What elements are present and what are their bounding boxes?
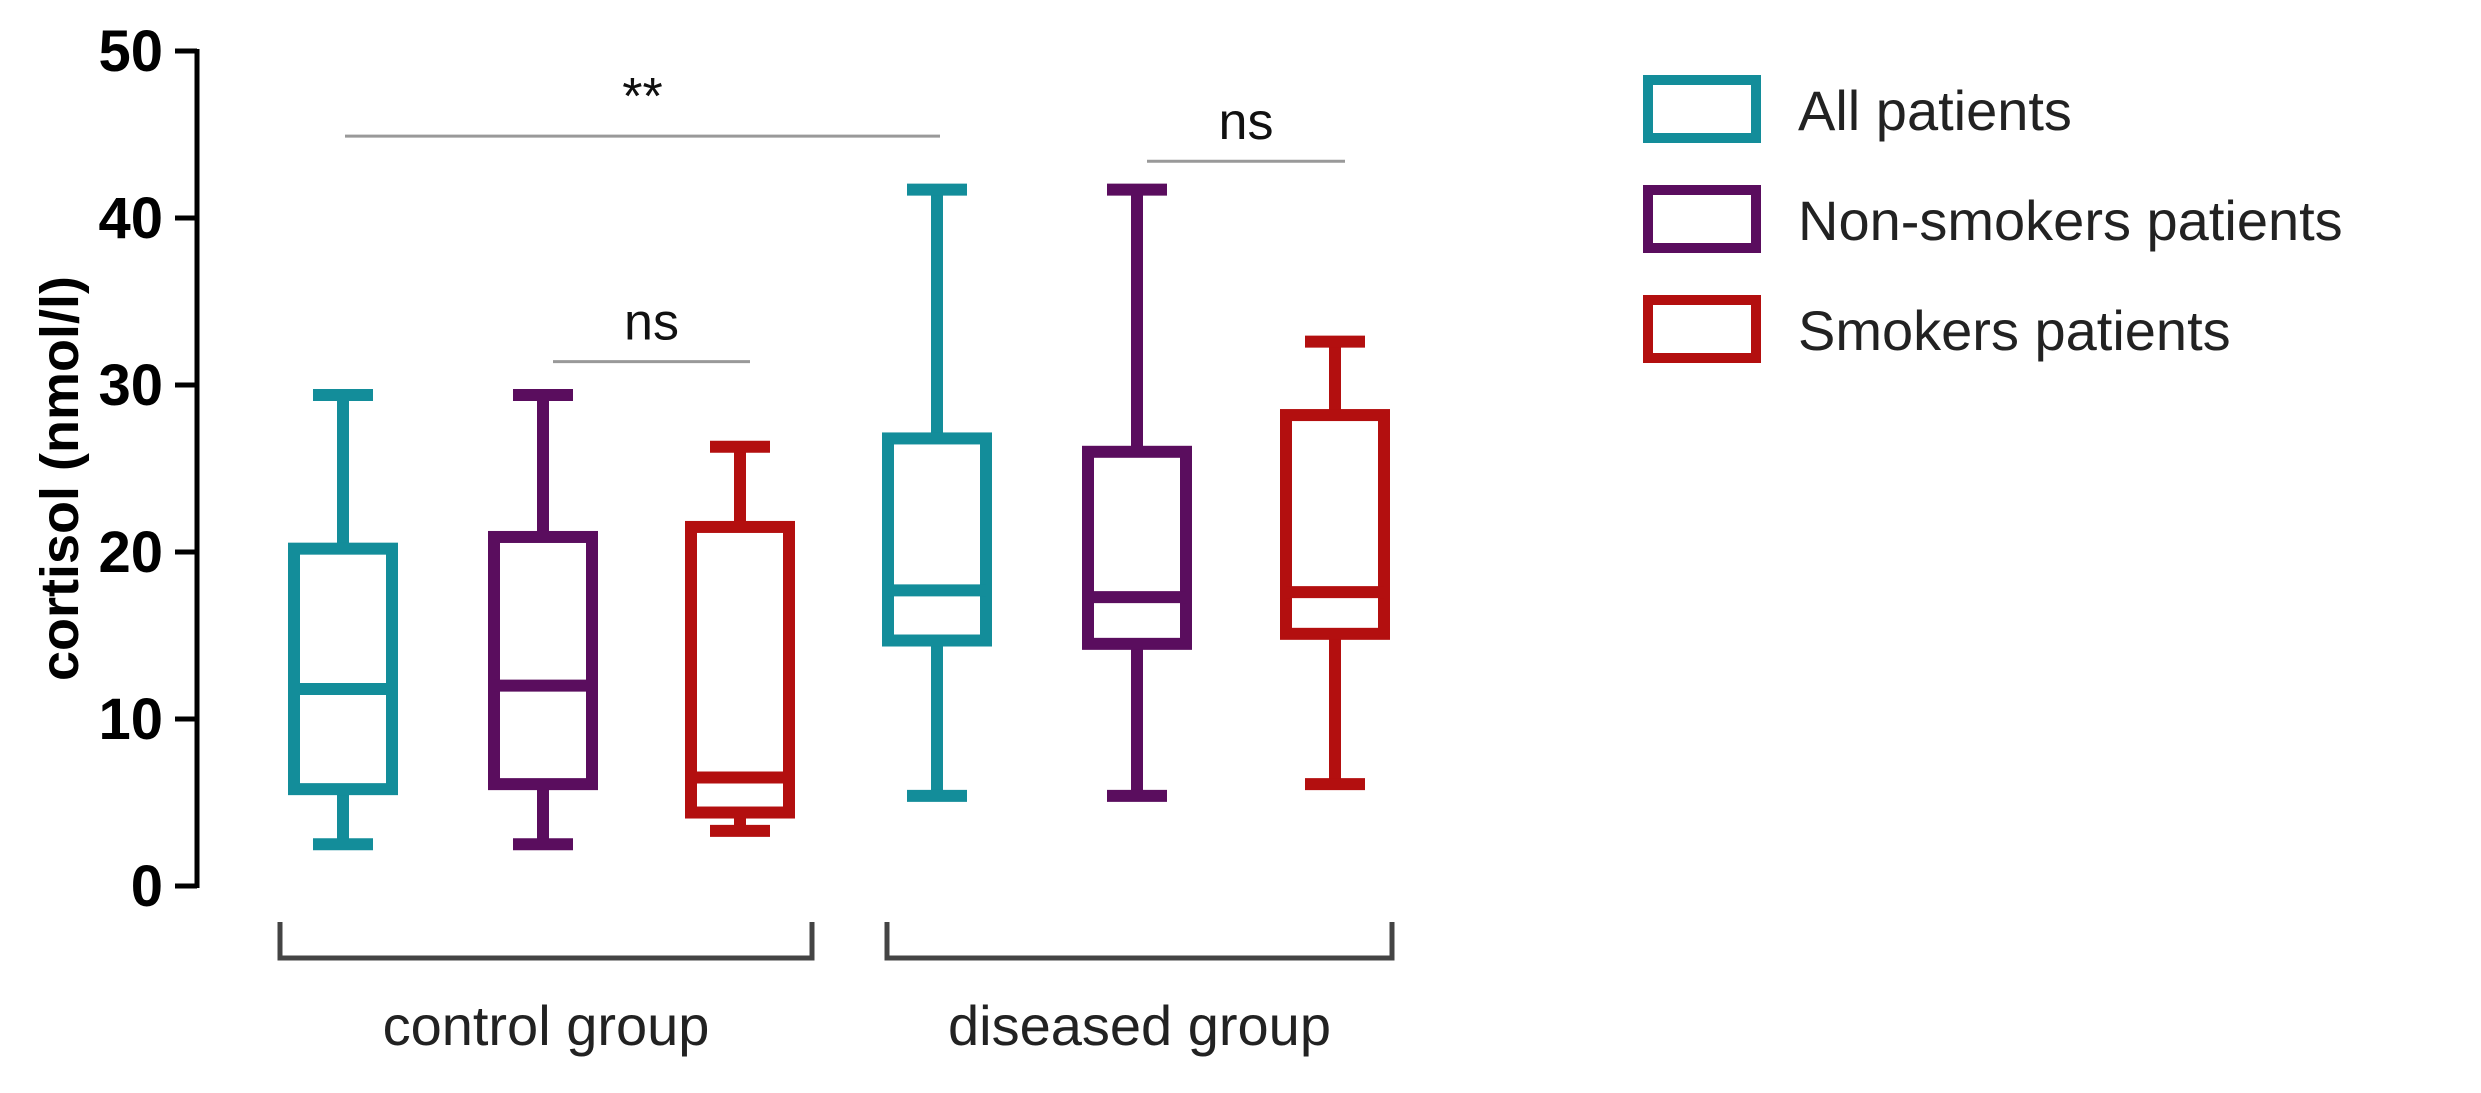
iqr-box [288,542,398,796]
y-tick-label: 50 [98,19,163,84]
y-tick-label: 0 [131,854,163,919]
legend-item: All patients [1643,75,2072,143]
y-axis-label: cortisol (nmol/l) [30,276,90,681]
y-tick-label: 30 [98,353,163,418]
legend-item: Non-smokers patients [1643,185,2343,253]
group-label: control group [383,994,710,1057]
significance-label: ns [624,294,679,352]
box-3 [685,440,795,837]
iqr-box [882,432,992,647]
legend-label: Non-smokers patients [1798,189,2343,252]
legend-label: Smokers patients [1798,299,2231,362]
legend: All patients Non-smokers patients Smokers … [1643,75,2343,363]
box-4 [882,183,992,802]
group-bracket [884,922,1395,961]
box-2 [488,389,598,851]
iqr-box [488,530,598,791]
y-tick-label: 10 [98,687,163,752]
iqr-box [1082,445,1192,650]
legend-swatch [1643,295,1761,363]
legend-item: Smokers patients [1643,295,2231,363]
group-bracket [277,922,815,961]
legend-swatch [1643,75,1761,143]
iqr-box [1280,409,1390,640]
legend-label: All patients [1798,79,2072,142]
y-tick-label: 20 [98,520,163,585]
significance-annotations: ** ns ns [345,68,1345,364]
box-6 [1280,335,1390,791]
box-5 [1082,183,1192,802]
group-brackets: control group diseased group [277,922,1395,1057]
y-axis: 0 10 20 30 40 50 cortisol (nmol/l) [30,19,200,919]
y-tick-label: 40 [98,186,163,251]
boxes [288,183,1390,851]
legend-swatch [1643,185,1761,253]
significance-label: ns [1219,93,1274,151]
group-label: diseased group [948,994,1331,1057]
box-1 [288,389,398,851]
significance-label: ** [622,68,662,126]
iqr-box [685,520,795,819]
